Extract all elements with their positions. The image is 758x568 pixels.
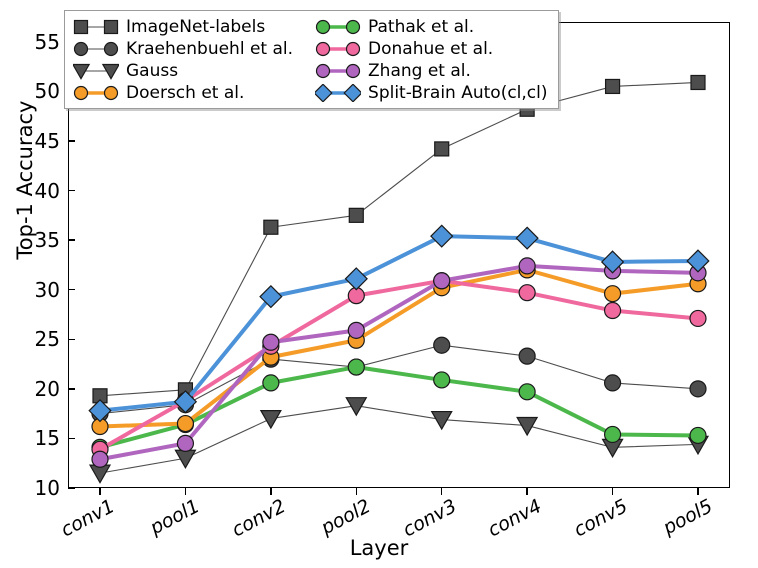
legend-marker-diamond-icon bbox=[315, 83, 362, 102]
x-tick-mark bbox=[99, 488, 101, 495]
series-zhang-et-al bbox=[91, 257, 707, 468]
legend-marker-circle-icon bbox=[73, 41, 119, 56]
legend-label: ImageNet-labels bbox=[126, 16, 266, 37]
x-tick-mark bbox=[270, 488, 272, 495]
legend-label: Gauss bbox=[126, 60, 179, 81]
y-tick-mark bbox=[68, 338, 75, 340]
legend-label: Split-Brain Auto(cl,cl) bbox=[368, 82, 548, 103]
y-tick-label: 55 bbox=[34, 29, 60, 54]
legend-marker-circle-icon bbox=[73, 85, 119, 100]
legend-item-imagenet-labels[interactable]: ImageNet-labels bbox=[73, 16, 293, 37]
y-tick-mark bbox=[68, 388, 75, 390]
y-tick-label: 35 bbox=[34, 228, 60, 253]
y-tick-label: 50 bbox=[34, 79, 60, 104]
y-tick-mark bbox=[68, 189, 75, 192]
y-tick-label: 30 bbox=[34, 277, 60, 302]
legend-item-kraehenbuehl-et-al[interactable]: Kraehenbuehl et al. bbox=[73, 38, 293, 59]
legend-label: Pathak et al. bbox=[368, 16, 475, 37]
series-split-brain-auto-cl-cl bbox=[88, 224, 710, 423]
y-tick-label: 45 bbox=[34, 128, 60, 153]
series-imagenet-labels bbox=[92, 74, 706, 404]
legend-marker-circle-icon bbox=[315, 19, 361, 34]
x-tick-mark bbox=[697, 488, 699, 495]
y-tick-label: 25 bbox=[34, 327, 60, 352]
y-tick-label: 20 bbox=[34, 376, 60, 401]
y-tick-label: 10 bbox=[34, 476, 60, 500]
y-tick-mark bbox=[68, 437, 75, 440]
series-gauss bbox=[88, 397, 710, 484]
x-tick-mark bbox=[355, 488, 357, 495]
legend-marker-circle-icon bbox=[315, 41, 361, 56]
x-tick-mark bbox=[184, 488, 187, 495]
legend-item-zhang-et-al[interactable]: Zhang et al. bbox=[315, 60, 547, 81]
y-tick-label: 15 bbox=[34, 426, 60, 451]
x-tick-mark bbox=[441, 488, 443, 495]
legend-marker-circle-icon bbox=[315, 63, 361, 78]
legend-label: Kraehenbuehl et al. bbox=[126, 38, 294, 59]
legend-label: Doersch et al. bbox=[126, 82, 245, 103]
legend-label: Donahue et al. bbox=[368, 38, 494, 59]
legend-marker-triangle-down-icon bbox=[73, 63, 119, 80]
legend-marker-square-icon bbox=[73, 19, 119, 34]
y-tick-mark bbox=[68, 239, 75, 241]
x-tick-mark bbox=[611, 488, 614, 495]
legend-item-pathak-et-al[interactable]: Pathak et al. bbox=[315, 16, 547, 37]
legend-label: Zhang et al. bbox=[368, 60, 471, 81]
legend-item-doersch-et-al[interactable]: Doersch et al. bbox=[73, 82, 293, 103]
y-tick-mark bbox=[68, 289, 75, 291]
y-tick-label: 40 bbox=[34, 178, 60, 203]
legend-item-donahue-et-al[interactable]: Donahue et al. bbox=[315, 38, 547, 59]
x-axis-label: Layer bbox=[349, 536, 409, 560]
legend-item-gauss[interactable]: Gauss bbox=[73, 60, 293, 81]
y-tick-mark bbox=[68, 487, 75, 489]
legend-item-split-brain-auto-cl-cl[interactable]: Split-Brain Auto(cl,cl) bbox=[315, 82, 548, 103]
y-tick-mark bbox=[68, 140, 75, 142]
x-tick-mark bbox=[526, 488, 528, 495]
chart-legend: ImageNet-labels Pathak et al. Kraehenbuehl… bbox=[64, 10, 559, 109]
